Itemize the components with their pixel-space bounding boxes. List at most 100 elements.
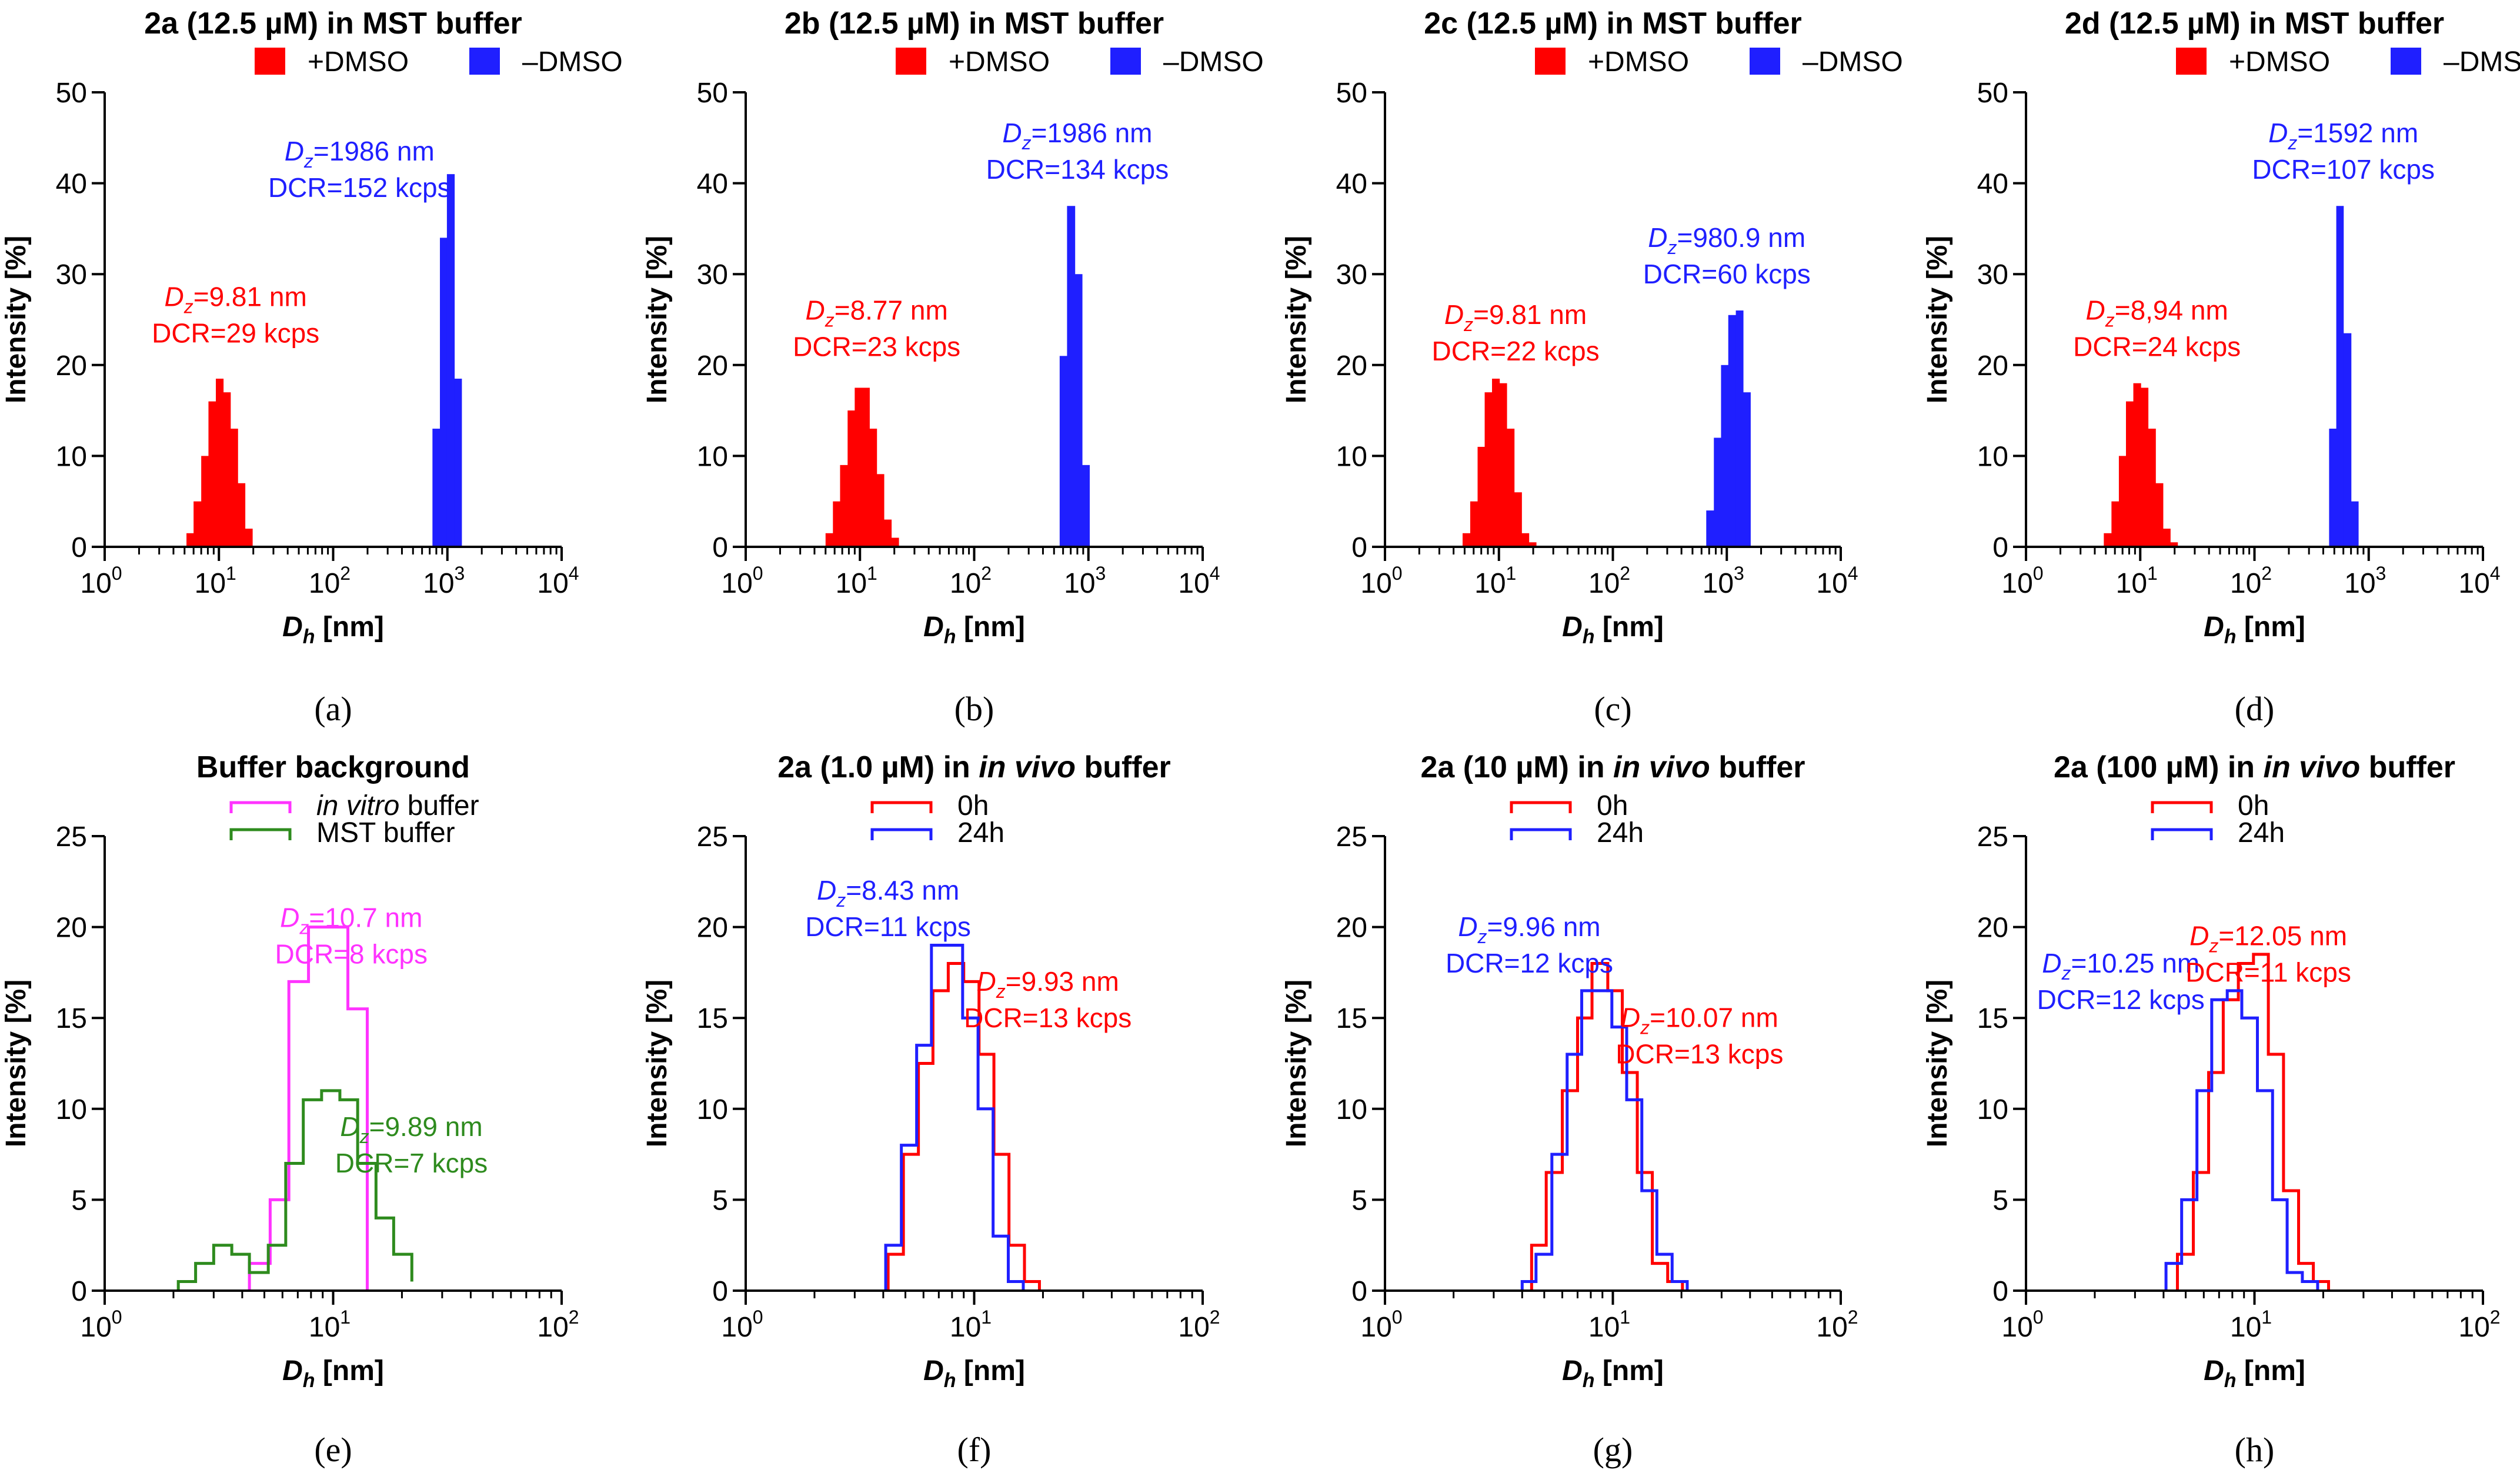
legend-swatch bbox=[255, 48, 285, 75]
y-tick-label: 25 bbox=[56, 821, 87, 853]
chart-panel-c: 2c (12.5 µM) in MST buffer+DMSO –DMSO0102… bbox=[1281, 6, 1903, 728]
chart-title: 2a (100 µM) in in vivo buffer bbox=[2054, 750, 2455, 784]
histogram-bar bbox=[1059, 356, 1068, 547]
x-tick-label: 102 bbox=[950, 563, 992, 599]
histogram-step-line bbox=[884, 944, 1025, 1291]
annotation-dz: Dz=9.93 nm bbox=[977, 966, 1119, 1002]
annotation-dcr: DCR=13 kcps bbox=[1616, 1039, 1783, 1070]
histogram-bar bbox=[2148, 429, 2156, 547]
y-tick-label: 15 bbox=[697, 1003, 728, 1034]
y-tick-label: 10 bbox=[1336, 441, 1367, 472]
histogram-bar bbox=[1528, 542, 1537, 547]
legend-label: 0h bbox=[957, 790, 989, 821]
x-axis-label: Dh [nm] bbox=[282, 1355, 384, 1392]
histogram-bar bbox=[1067, 206, 1076, 547]
x-tick-label: 102 bbox=[309, 563, 351, 599]
legend-swatch bbox=[1510, 801, 1572, 813]
histogram-bar bbox=[2118, 456, 2127, 547]
legend-label: –DMSO bbox=[1803, 46, 1903, 78]
y-tick-label: 50 bbox=[1977, 78, 2008, 109]
y-tick-label: 20 bbox=[1336, 913, 1367, 944]
annotation-dcr: DCR=60 kcps bbox=[1643, 259, 1811, 289]
x-tick-label: 103 bbox=[423, 563, 465, 599]
histogram-bar bbox=[847, 410, 855, 547]
x-tick-label: 103 bbox=[2344, 563, 2386, 599]
histogram-bar bbox=[201, 456, 209, 547]
annotation-dcr: DCR=107 kcps bbox=[2252, 154, 2435, 185]
legend-swatch bbox=[1535, 48, 1566, 75]
legend-swatch bbox=[896, 48, 926, 75]
histogram-bar bbox=[1470, 501, 1478, 547]
y-tick-label: 15 bbox=[56, 1003, 87, 1034]
histogram-bar bbox=[833, 501, 841, 547]
histogram-bar bbox=[1743, 392, 1751, 547]
y-tick-label: 15 bbox=[1977, 1003, 2008, 1034]
legend-label: –DMSO bbox=[1163, 46, 1264, 78]
legend-label: in vitro buffer bbox=[316, 790, 479, 821]
x-tick-label: 103 bbox=[1703, 563, 1744, 599]
annotation-dz: Dz=10.07 nm bbox=[1621, 1003, 1778, 1038]
x-tick-label: 103 bbox=[1064, 563, 1106, 599]
y-tick-label: 5 bbox=[1351, 1185, 1367, 1216]
annotation-dz: Dz=1986 nm bbox=[1002, 118, 1152, 153]
y-tick-label: 40 bbox=[697, 169, 728, 200]
histogram-bar bbox=[216, 378, 224, 547]
y-tick-label: 5 bbox=[71, 1185, 87, 1216]
histogram-bar bbox=[2162, 529, 2171, 547]
legend-label: 24h bbox=[2238, 817, 2285, 848]
y-axis-label: Intensity [%] bbox=[1281, 980, 1312, 1147]
x-tick-label: 100 bbox=[721, 1307, 763, 1343]
panel-letter: (h) bbox=[2235, 1431, 2275, 1469]
x-axis-label: Dh [nm] bbox=[282, 612, 384, 648]
histogram-bar bbox=[1492, 378, 1500, 547]
legend-label: +DMSO bbox=[2229, 46, 2330, 78]
y-tick-label: 20 bbox=[1336, 350, 1367, 382]
x-tick-label: 102 bbox=[1588, 563, 1630, 599]
annotation-dz: Dz=1986 nm bbox=[285, 136, 435, 172]
annotation-dz: Dz=10.25 nm bbox=[2042, 948, 2199, 984]
annotation-dcr: DCR=24 kcps bbox=[2073, 332, 2241, 362]
histogram-bar bbox=[1714, 437, 1722, 547]
legend-label: +DMSO bbox=[949, 46, 1050, 78]
chart-panel-d: 2d (12.5 µM) in MST buffer+DMSO–DMSO0102… bbox=[1922, 6, 2520, 728]
histogram-bar bbox=[446, 174, 455, 547]
chart-title: 2a (10 µM) in in vivo buffer bbox=[1420, 750, 1805, 784]
y-tick-label: 10 bbox=[56, 441, 87, 472]
y-tick-label: 20 bbox=[56, 350, 87, 382]
histogram-step-line bbox=[1520, 989, 1689, 1291]
histogram-bar bbox=[1728, 315, 1737, 547]
annotation-dcr: DCR=134 kcps bbox=[986, 154, 1169, 185]
histogram-bar bbox=[1477, 446, 1486, 547]
legend-label: 0h bbox=[1597, 790, 1628, 821]
y-tick-label: 5 bbox=[712, 1185, 728, 1216]
legend-label: MST buffer bbox=[316, 817, 455, 848]
histogram-bar bbox=[223, 392, 231, 547]
y-tick-label: 30 bbox=[697, 259, 728, 290]
histogram-bar bbox=[2104, 533, 2112, 547]
chart-title: 2d (12.5 µM) in MST buffer bbox=[2065, 6, 2444, 41]
histogram-bar bbox=[1506, 429, 1515, 547]
legend-swatch bbox=[2151, 801, 2213, 813]
y-tick-label: 40 bbox=[56, 169, 87, 200]
y-tick-label: 40 bbox=[1977, 169, 2008, 200]
histogram-bar bbox=[2133, 383, 2141, 547]
x-tick-label: 100 bbox=[2001, 563, 2043, 599]
y-axis-label: Intensity [%] bbox=[1, 980, 32, 1147]
x-tick-label: 101 bbox=[2230, 1307, 2272, 1343]
histogram-bar bbox=[230, 429, 238, 547]
histogram-bar bbox=[883, 519, 892, 547]
histogram-bar bbox=[1721, 365, 1729, 547]
annotation-dz: Dz=9.89 nm bbox=[340, 1111, 482, 1147]
chart-title: Buffer background bbox=[196, 750, 470, 784]
x-tick-label: 101 bbox=[195, 563, 236, 599]
x-tick-label: 104 bbox=[1178, 563, 1220, 599]
y-tick-label: 30 bbox=[1336, 259, 1367, 290]
y-tick-label: 30 bbox=[56, 259, 87, 290]
annotation-dz: Dz=10.7 nm bbox=[280, 903, 422, 938]
y-tick-label: 0 bbox=[712, 1276, 728, 1307]
histogram-bar bbox=[2155, 483, 2164, 547]
histogram-bar bbox=[1706, 510, 1714, 547]
y-axis-label: Intensity [%] bbox=[1922, 236, 1953, 403]
